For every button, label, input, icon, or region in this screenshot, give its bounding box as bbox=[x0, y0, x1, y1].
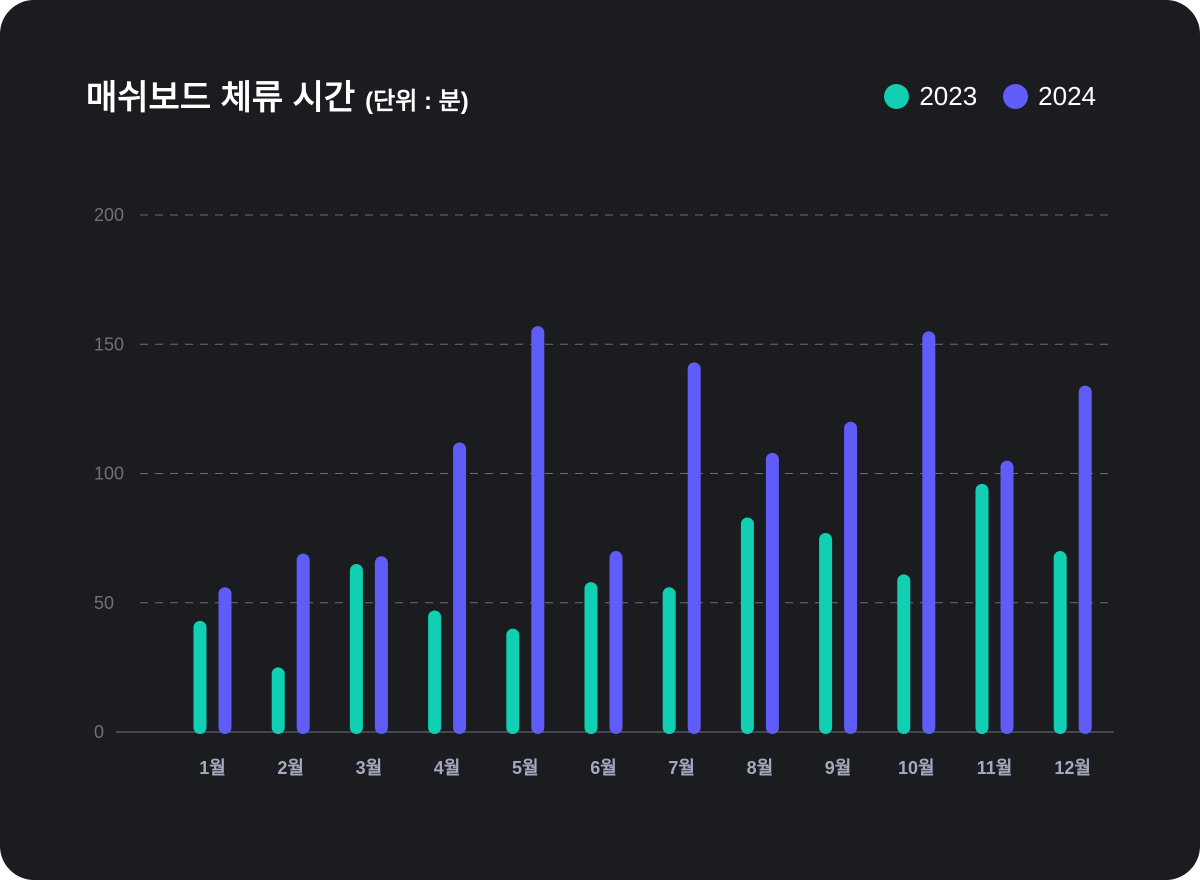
bar-2023-5[interactable] bbox=[506, 629, 519, 734]
bar-2023-8[interactable] bbox=[741, 517, 754, 734]
bar-2024-4[interactable] bbox=[453, 442, 466, 734]
bar-2023-1[interactable] bbox=[194, 621, 207, 734]
bar-2023-12[interactable] bbox=[1054, 551, 1067, 734]
x-tick-label-2: 2월 bbox=[277, 758, 304, 778]
bar-2024-7[interactable] bbox=[688, 362, 701, 734]
x-tick-label-10: 10월 bbox=[898, 758, 935, 778]
x-tick-label-8: 8월 bbox=[747, 758, 774, 778]
bar-2023-10[interactable] bbox=[897, 574, 910, 734]
bar-2024-3[interactable] bbox=[375, 556, 388, 734]
x-tick-label-11: 11월 bbox=[977, 758, 1013, 778]
chart-card: 매쉬보드 체류 시간 (단위 : 분) 2023 2024 0 50 100 150 20… bbox=[0, 0, 1200, 880]
bar-2024-5[interactable] bbox=[531, 326, 544, 734]
x-tick-label-7: 7월 bbox=[668, 758, 695, 778]
bar-2023-4[interactable] bbox=[428, 611, 441, 734]
x-tick-label-6: 6월 bbox=[590, 758, 617, 778]
x-tick-label-9: 9월 bbox=[825, 758, 852, 778]
x-tick-label-3: 3월 bbox=[356, 758, 383, 778]
bar-chart: 0 50 100 150 200 1월 2월 3월 4월 5월 6월 7월 8월 9월 10월 11월 12월 bbox=[0, 0, 1200, 880]
bar-2024-10[interactable] bbox=[922, 331, 935, 734]
y-tick-label-100: 100 bbox=[94, 464, 124, 484]
bar-2023-11[interactable] bbox=[976, 484, 989, 734]
bar-2024-12[interactable] bbox=[1079, 386, 1092, 734]
x-tick-label-5: 5월 bbox=[512, 758, 539, 778]
y-tick-label-50: 50 bbox=[94, 593, 114, 613]
bar-2023-7[interactable] bbox=[663, 587, 676, 734]
bar-2023-9[interactable] bbox=[819, 533, 832, 734]
bar-2023-6[interactable] bbox=[585, 582, 598, 734]
y-tick-label-200: 200 bbox=[94, 205, 124, 225]
x-tick-label-1: 1월 bbox=[199, 758, 226, 778]
bar-2024-2[interactable] bbox=[297, 554, 310, 734]
y-tick-label-150: 150 bbox=[94, 334, 124, 354]
bar-2023-3[interactable] bbox=[350, 564, 363, 734]
bar-2024-11[interactable] bbox=[1001, 461, 1014, 734]
bar-2024-9[interactable] bbox=[844, 422, 857, 734]
bar-2024-8[interactable] bbox=[766, 453, 779, 734]
x-tick-label-4: 4월 bbox=[434, 758, 461, 778]
x-tick-label-12: 12월 bbox=[1054, 758, 1091, 778]
y-tick-label-0: 0 bbox=[94, 722, 104, 742]
bar-2024-1[interactable] bbox=[219, 587, 232, 734]
bar-2024-6[interactable] bbox=[610, 551, 623, 734]
bar-2023-2[interactable] bbox=[272, 667, 285, 734]
